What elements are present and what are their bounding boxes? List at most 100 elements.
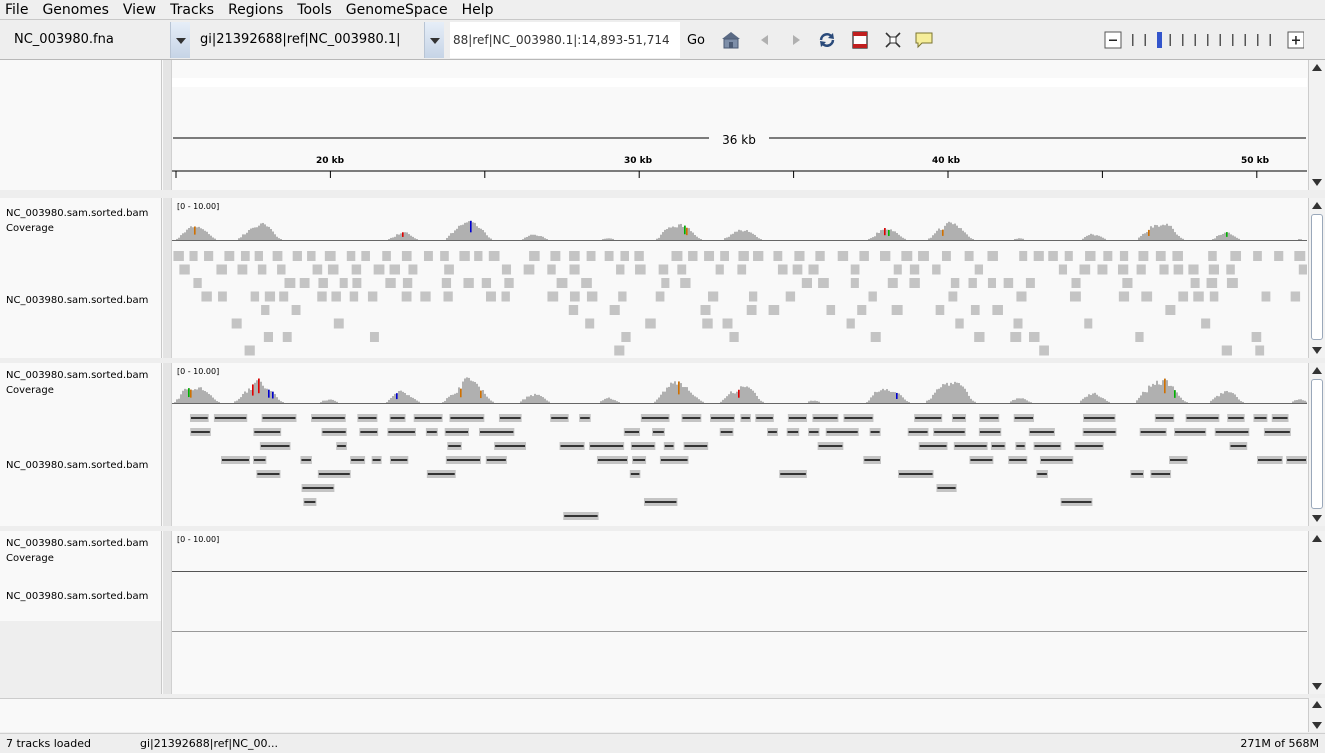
read[interactable] <box>1261 291 1271 302</box>
read[interactable] <box>702 318 713 329</box>
read[interactable] <box>385 278 396 288</box>
read[interactable] <box>1298 264 1307 275</box>
read[interactable] <box>240 251 250 261</box>
read[interactable] <box>715 264 724 275</box>
read[interactable] <box>1253 251 1262 261</box>
read[interactable] <box>955 318 964 329</box>
scroll-down-icon[interactable] <box>1312 179 1322 186</box>
read[interactable] <box>737 264 747 275</box>
menu-view[interactable]: View <box>122 1 157 18</box>
read[interactable] <box>974 264 984 275</box>
read[interactable] <box>1064 251 1073 261</box>
read[interactable] <box>948 291 958 302</box>
read[interactable] <box>1048 251 1058 261</box>
read[interactable] <box>504 278 514 288</box>
read[interactable] <box>688 251 698 261</box>
name-panel-divider[interactable] <box>163 363 172 526</box>
read[interactable] <box>568 305 579 315</box>
read[interactable] <box>333 318 344 329</box>
zoom-tick[interactable] <box>1232 34 1234 46</box>
read[interactable] <box>224 251 235 261</box>
zoom-current-tick[interactable] <box>1157 32 1162 48</box>
read[interactable] <box>312 264 323 275</box>
alignment-track-name[interactable]: NC_003980.sam.sorted.bam <box>6 460 149 471</box>
read[interactable] <box>753 251 764 261</box>
read[interactable] <box>586 291 598 302</box>
read[interactable] <box>970 305 980 315</box>
read[interactable] <box>474 251 483 261</box>
read[interactable] <box>620 251 630 261</box>
menu-genomespace[interactable]: GenomeSpace <box>345 1 448 18</box>
read[interactable] <box>367 291 378 302</box>
read[interactable] <box>1159 264 1169 275</box>
read[interactable] <box>891 305 903 315</box>
ruler-pane[interactable]: 36 kb 20 kb 30 kb 40 kb 50 kb <box>172 60 1307 190</box>
scroll-thumb[interactable] <box>1311 214 1323 340</box>
read[interactable] <box>569 291 580 302</box>
scroll-up-icon[interactable] <box>1312 64 1322 71</box>
read[interactable] <box>244 345 255 356</box>
read[interactable] <box>250 291 260 302</box>
read[interactable] <box>635 264 646 275</box>
read[interactable] <box>569 264 580 275</box>
read[interactable] <box>547 291 559 302</box>
back-arrow-icon[interactable] <box>755 31 775 49</box>
read[interactable] <box>529 251 540 261</box>
zoom-tick[interactable] <box>1144 34 1147 46</box>
read[interactable] <box>1097 264 1108 275</box>
read[interactable] <box>826 305 836 315</box>
read[interactable] <box>317 291 327 302</box>
read[interactable] <box>1165 305 1176 315</box>
zoom-tick[interactable] <box>1244 34 1247 46</box>
zoom-tick[interactable] <box>1269 34 1272 46</box>
read[interactable] <box>420 291 431 302</box>
coverage-track-name[interactable]: NC_003980.sam.sorted.bam Coverage <box>6 208 149 234</box>
read[interactable] <box>485 291 496 302</box>
read[interactable] <box>581 278 592 288</box>
read[interactable] <box>671 251 683 261</box>
menu-regions[interactable]: Regions <box>228 1 284 18</box>
read[interactable] <box>585 318 595 329</box>
read[interactable] <box>351 264 362 275</box>
go-button[interactable]: Go <box>683 22 709 58</box>
read[interactable] <box>621 332 631 342</box>
read[interactable] <box>501 291 510 302</box>
read[interactable] <box>893 264 902 275</box>
zoom-tick[interactable] <box>1257 34 1259 46</box>
alignment-track[interactable] <box>172 407 1307 525</box>
read[interactable] <box>1193 291 1204 302</box>
read[interactable] <box>773 251 783 261</box>
read[interactable] <box>818 278 829 288</box>
resize-icon[interactable] <box>883 31 903 49</box>
read[interactable] <box>401 251 412 261</box>
home-icon[interactable] <box>721 31 741 49</box>
read[interactable] <box>850 278 859 288</box>
zoom-tick[interactable] <box>1132 34 1134 46</box>
refresh-icon[interactable] <box>817 31 837 49</box>
read[interactable] <box>1201 318 1211 329</box>
read[interactable] <box>918 251 929 261</box>
read[interactable] <box>324 251 336 261</box>
read[interactable] <box>263 332 273 342</box>
read[interactable] <box>423 251 433 261</box>
popup-text-icon[interactable] <box>914 31 934 49</box>
alignment-track-name[interactable]: NC_003980.sam.sorted.bam <box>6 591 149 602</box>
chromosome-dropdown-arrow-icon[interactable] <box>424 22 444 58</box>
read[interactable] <box>1013 318 1023 329</box>
read[interactable] <box>992 305 1003 315</box>
read[interactable] <box>231 318 242 329</box>
read[interactable] <box>1155 251 1166 261</box>
read[interactable] <box>459 251 470 261</box>
name-panel-divider[interactable] <box>163 198 172 358</box>
read[interactable] <box>1138 251 1149 261</box>
read[interactable] <box>556 278 568 288</box>
read[interactable] <box>569 251 580 261</box>
scroll-down-icon[interactable] <box>1312 347 1322 354</box>
scroll-down-icon[interactable] <box>1312 683 1322 690</box>
scroll-up-icon[interactable] <box>1312 701 1322 708</box>
read[interactable] <box>748 291 758 302</box>
chromosome-dropdown[interactable]: gi|21392688|ref|NC_003980.1| <box>192 22 424 58</box>
read[interactable] <box>1230 251 1242 261</box>
read[interactable] <box>859 251 869 261</box>
read[interactable] <box>941 251 951 261</box>
